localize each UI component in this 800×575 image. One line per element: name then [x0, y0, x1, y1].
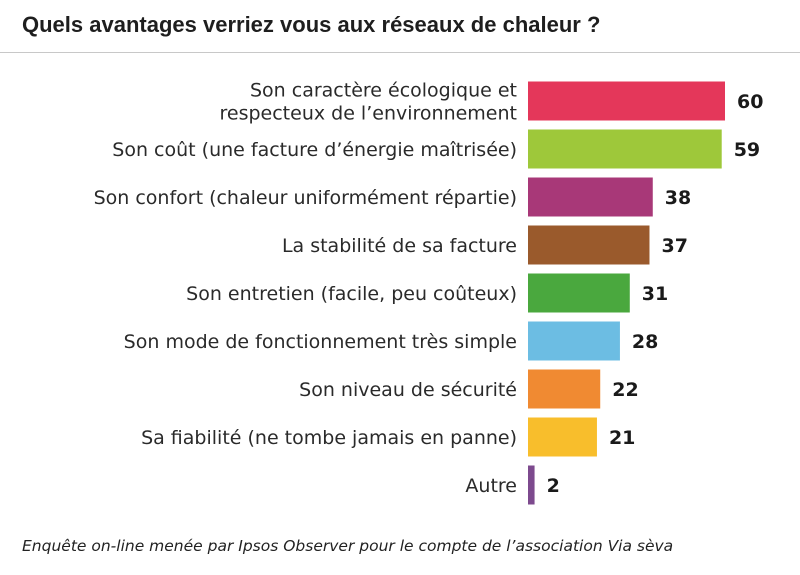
bar-3	[528, 177, 653, 217]
title-divider	[0, 52, 800, 53]
bar-value-label-3: 38	[665, 187, 691, 209]
bar-4	[528, 225, 650, 265]
bar-value-label-7: 22	[612, 379, 638, 401]
bar-8	[528, 417, 597, 457]
bars-layer: 60 Son caractère écologique etrespecteux …	[94, 80, 763, 505]
category-label-8: Sa fiabilité (ne tombe jamais en panne)	[141, 427, 517, 449]
bar-2	[528, 129, 722, 169]
category-label-3: Son confort (chaleur uniformément répart…	[94, 187, 517, 209]
category-label-4: La stabilité de sa facture	[282, 235, 517, 257]
bar-value-label-6: 28	[632, 331, 658, 353]
chart-source-note: Enquête on-line menée par Ipsos Observer…	[22, 537, 674, 555]
bar-value-label-2: 59	[734, 139, 760, 161]
bar-value-label-9: 2	[547, 475, 560, 497]
category-label-5: Son entretien (facile, peu coûteux)	[186, 283, 517, 305]
chart-title: Quels avantages verriez vous aux réseaux…	[22, 12, 601, 37]
category-label-6: Son mode de fonctionnement très simple	[124, 331, 517, 353]
category-label-9: Autre	[465, 475, 517, 497]
category-label-1-line-2: respecteux de l’environnement	[220, 103, 518, 125]
category-label-1-line-1: Son caractère écologique et	[250, 80, 517, 102]
bar-6	[528, 321, 620, 361]
bar-value-label-8: 21	[609, 427, 635, 449]
bar-5	[528, 273, 630, 313]
bar-value-label-4: 37	[661, 235, 687, 257]
bar-value-label-1: 60	[737, 91, 763, 113]
bar-9	[528, 465, 535, 505]
category-label-7: Son niveau de sécurité	[299, 379, 517, 401]
bar-1	[528, 81, 725, 121]
bar-value-label-5: 31	[642, 283, 668, 305]
category-label-2: Son coût (une facture d’énergie maîtrisé…	[112, 139, 517, 161]
bar-7	[528, 369, 601, 409]
